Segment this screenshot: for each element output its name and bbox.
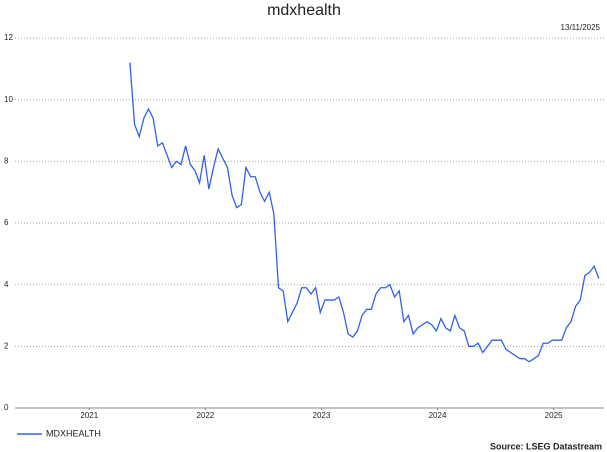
x-tick-label: 2023 — [313, 411, 331, 420]
y-tick-label: 12 — [4, 33, 13, 42]
x-tick-label: 2024 — [429, 411, 447, 420]
data-line — [129, 62, 600, 363]
source: Source: LSEG Datastream — [490, 441, 602, 451]
y-tick-label: 0 — [4, 403, 9, 412]
legend-label: MDXHEALTH — [46, 428, 101, 438]
x-tick-label: 2021 — [80, 411, 98, 420]
x-tick-label: 2025 — [545, 411, 563, 420]
y-tick-label: 4 — [4, 280, 9, 289]
y-tick-label: 10 — [4, 95, 13, 104]
y-tick-label: 6 — [4, 218, 9, 227]
chart-title: mdxhealth — [267, 2, 341, 19]
x-tick-label: 2022 — [196, 411, 214, 420]
date: 13/11/2025 — [561, 23, 601, 32]
y-tick-label: 2 — [4, 341, 9, 350]
y-tick-label: 8 — [4, 156, 9, 165]
